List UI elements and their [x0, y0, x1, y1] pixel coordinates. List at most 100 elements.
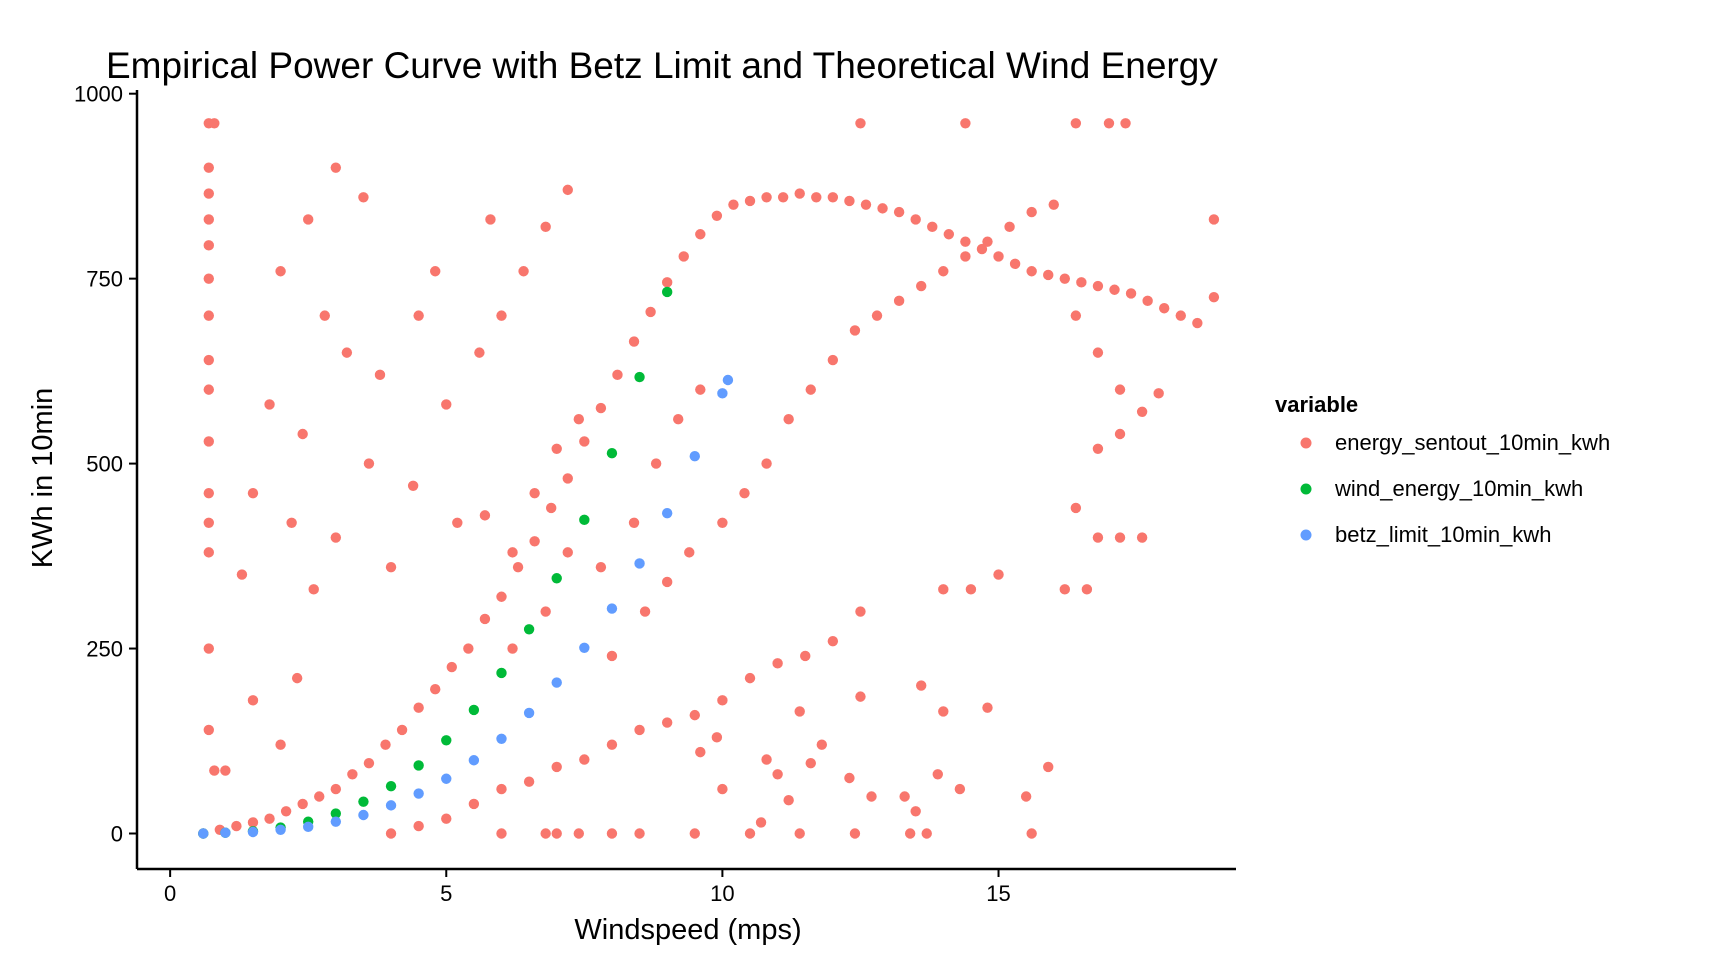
point-0-193	[904, 828, 916, 839]
point-0-26	[628, 336, 640, 347]
point-0-29	[678, 251, 689, 262]
point-1-10	[468, 704, 480, 716]
point-0-53	[1076, 277, 1087, 288]
point-0-145	[982, 236, 993, 247]
point-0-167	[800, 650, 811, 662]
point-0-161	[1081, 584, 1093, 595]
point-0-135	[761, 458, 772, 469]
y-tick-label-3: 750	[86, 267, 123, 292]
point-1-11	[496, 667, 507, 679]
point-0-91	[358, 192, 369, 203]
legend-key-0	[1300, 437, 1312, 449]
point-0-172	[661, 717, 673, 728]
point-0-79	[203, 487, 214, 499]
point-0-194	[921, 828, 932, 839]
point-0-169	[744, 672, 756, 684]
point-0-13	[413, 702, 424, 713]
point-0-19	[512, 561, 524, 573]
point-0-24	[595, 402, 607, 414]
point-0-157	[1092, 532, 1104, 543]
point-0-204	[954, 783, 966, 795]
point-0-125	[628, 517, 640, 528]
legend-title: variable	[1275, 392, 1358, 417]
y-tick-label-1: 250	[86, 637, 123, 662]
chart-title: Empirical Power Curve with Betz Limit an…	[106, 45, 1218, 86]
point-0-33	[744, 195, 756, 207]
point-0-102	[330, 532, 342, 543]
point-0-211	[844, 772, 855, 784]
point-0-178	[496, 783, 507, 795]
point-2-8	[413, 788, 424, 799]
point-0-154	[1114, 428, 1126, 440]
series-2	[198, 374, 734, 839]
point-0-106	[441, 399, 452, 410]
point-0-111	[562, 184, 573, 196]
point-0-38	[827, 192, 839, 203]
point-0-184	[540, 828, 551, 839]
point-1-6	[358, 796, 369, 807]
point-0-139	[849, 325, 861, 336]
point-0-129	[606, 650, 618, 662]
point-0-36	[794, 188, 805, 199]
point-0-76	[203, 354, 214, 366]
point-2-14	[579, 642, 590, 654]
point-0-150	[1092, 347, 1104, 358]
x-axis-label: Windspeed (mps)	[574, 914, 801, 946]
legend-key-1	[1300, 483, 1312, 495]
point-0-56	[1125, 288, 1137, 299]
point-0-142	[916, 280, 927, 292]
point-0-209	[772, 769, 783, 780]
point-0-148	[1048, 199, 1059, 210]
point-0-216	[711, 732, 723, 743]
point-0-43	[910, 214, 921, 225]
point-0-17	[479, 613, 491, 625]
point-0-198	[916, 680, 927, 691]
legend-key-2	[1300, 529, 1312, 541]
point-0-134	[739, 487, 750, 499]
point-0-130	[639, 606, 651, 617]
point-0-195	[1026, 828, 1037, 839]
point-2-17	[661, 507, 673, 519]
point-2-2	[247, 826, 259, 838]
point-0-212	[866, 791, 877, 802]
point-0-25	[612, 369, 623, 381]
point-0-7	[314, 791, 325, 802]
point-0-46	[960, 236, 971, 247]
point-0-190	[744, 828, 756, 839]
point-0-132	[684, 547, 695, 558]
point-0-35	[777, 192, 789, 203]
point-0-140	[871, 310, 883, 321]
point-0-147	[1026, 206, 1037, 218]
y-tick-label-2: 500	[86, 452, 123, 477]
point-0-116	[479, 510, 491, 521]
point-0-84	[209, 765, 220, 776]
point-0-87	[275, 739, 286, 750]
point-0-93	[319, 310, 330, 321]
point-0-176	[551, 761, 562, 773]
point-0-16	[463, 643, 474, 654]
point-0-196	[855, 691, 866, 702]
point-0-164	[993, 569, 1004, 580]
point-0-115	[452, 517, 463, 528]
point-0-70	[203, 162, 214, 173]
point-0-141	[893, 295, 905, 307]
legend-items: energy_sentout_10min_kwh wind_energy_10mi…	[1300, 430, 1610, 547]
point-0-199	[938, 706, 949, 717]
point-0-95	[374, 369, 386, 381]
point-0-144	[960, 251, 971, 262]
point-0-110	[540, 221, 551, 233]
point-0-126	[650, 458, 662, 469]
point-0-75	[203, 310, 214, 321]
point-0-41	[877, 203, 888, 214]
y-ticks: 0 250 500 750 1000	[74, 82, 137, 846]
point-2-0	[198, 828, 209, 839]
point-0-118	[529, 487, 540, 499]
point-0-58	[1159, 303, 1170, 314]
legend-label-2: betz_limit_10min_kwh	[1335, 522, 1551, 547]
point-2-1	[220, 827, 231, 838]
point-0-67	[1120, 118, 1131, 129]
point-0-42	[893, 206, 905, 218]
point-0-73	[203, 240, 214, 251]
point-0-66	[1103, 118, 1115, 129]
point-0-202	[932, 769, 943, 780]
